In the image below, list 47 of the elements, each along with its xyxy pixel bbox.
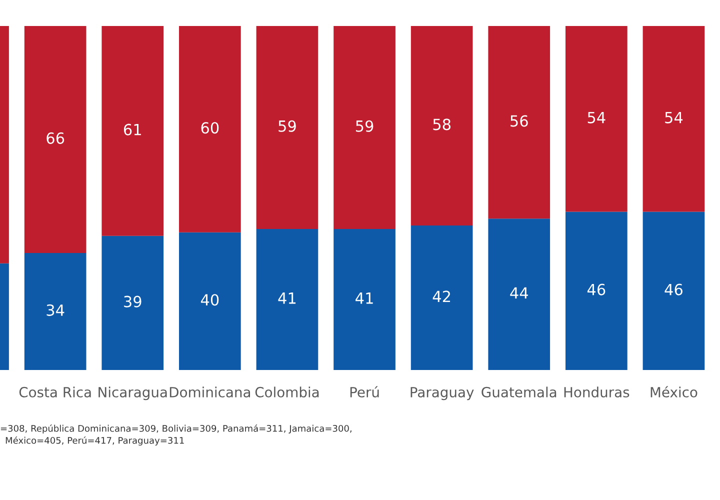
bar [102,26,164,236]
data-label: 41 [278,292,296,304]
bar [410,226,473,370]
bar [256,228,318,370]
bar [256,26,318,229]
data-label: 66 [46,132,64,144]
data-label: 41 [356,292,373,304]
data-label: 58 [433,118,450,130]
x-tick-label: Costa Rica [19,386,91,398]
data-label: 59 [356,120,374,132]
bar [566,26,628,212]
bar [334,228,396,370]
data-label: 42 [432,290,450,302]
bar [488,218,550,370]
x-tick-label: México [650,386,698,398]
bar [24,26,86,254]
x-tick-label: Colombia [255,386,319,398]
bar [566,212,628,370]
bar [179,232,241,370]
data-label: 34 [46,304,64,316]
data-label: 59 [278,120,296,132]
x-tick-label: Dominicana [170,386,250,398]
data-label: 60 [201,122,219,134]
x-tick-label: Guatemala [482,386,556,398]
x-tick-label: Nicaragua [98,386,167,400]
text: México=405, Perú=417, Paraguay=311 [6,436,184,446]
bar [24,253,86,370]
bar [642,26,705,212]
x-tick-label: Honduras [564,386,630,398]
data-label: 56 [510,115,528,127]
data-label: 54 [588,112,606,124]
data-label: 44 [510,287,528,299]
data-label: 46 [664,284,682,296]
bar [334,26,396,229]
bar [488,26,550,219]
bar [410,26,473,226]
bar [642,212,705,370]
bar [102,236,164,370]
data-label: 54 [665,112,683,124]
x-tick-label: Perú [350,386,379,398]
data-label: 46 [587,284,606,296]
bar [179,26,241,232]
data-label: 39 [124,296,142,308]
data-label: 61 [124,124,141,136]
data-label: 40 [200,294,219,306]
text: =308, República Dominicana=309, Bolivia=309, Panamá=311, Jamaica=300, [0,424,352,434]
x-tick-label: Paraguay [410,387,474,400]
